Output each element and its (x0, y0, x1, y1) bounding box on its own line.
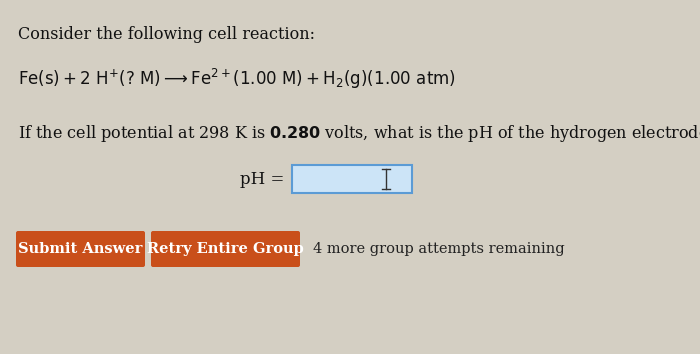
Text: $\mathsf{Fe(s) + 2\ H^{+}(?\ M)\longrightarrow Fe^{2+}(1.00\ M) + H_2(g)(1.00\ a: $\mathsf{Fe(s) + 2\ H^{+}(?\ M)\longrigh… (18, 67, 456, 91)
Text: pH =: pH = (240, 171, 290, 188)
FancyBboxPatch shape (16, 231, 145, 267)
FancyBboxPatch shape (292, 165, 412, 193)
Text: 4 more group attempts remaining: 4 more group attempts remaining (313, 242, 565, 256)
FancyBboxPatch shape (151, 231, 300, 267)
Text: Submit Answer: Submit Answer (18, 242, 143, 256)
Text: If the cell potential at 298 K is $\mathbf{0.280}$ volts, what is the pH of the : If the cell potential at 298 K is $\math… (18, 124, 700, 144)
Text: Consider the following cell reaction:: Consider the following cell reaction: (18, 26, 315, 43)
Text: Retry Entire Group: Retry Entire Group (147, 242, 304, 256)
